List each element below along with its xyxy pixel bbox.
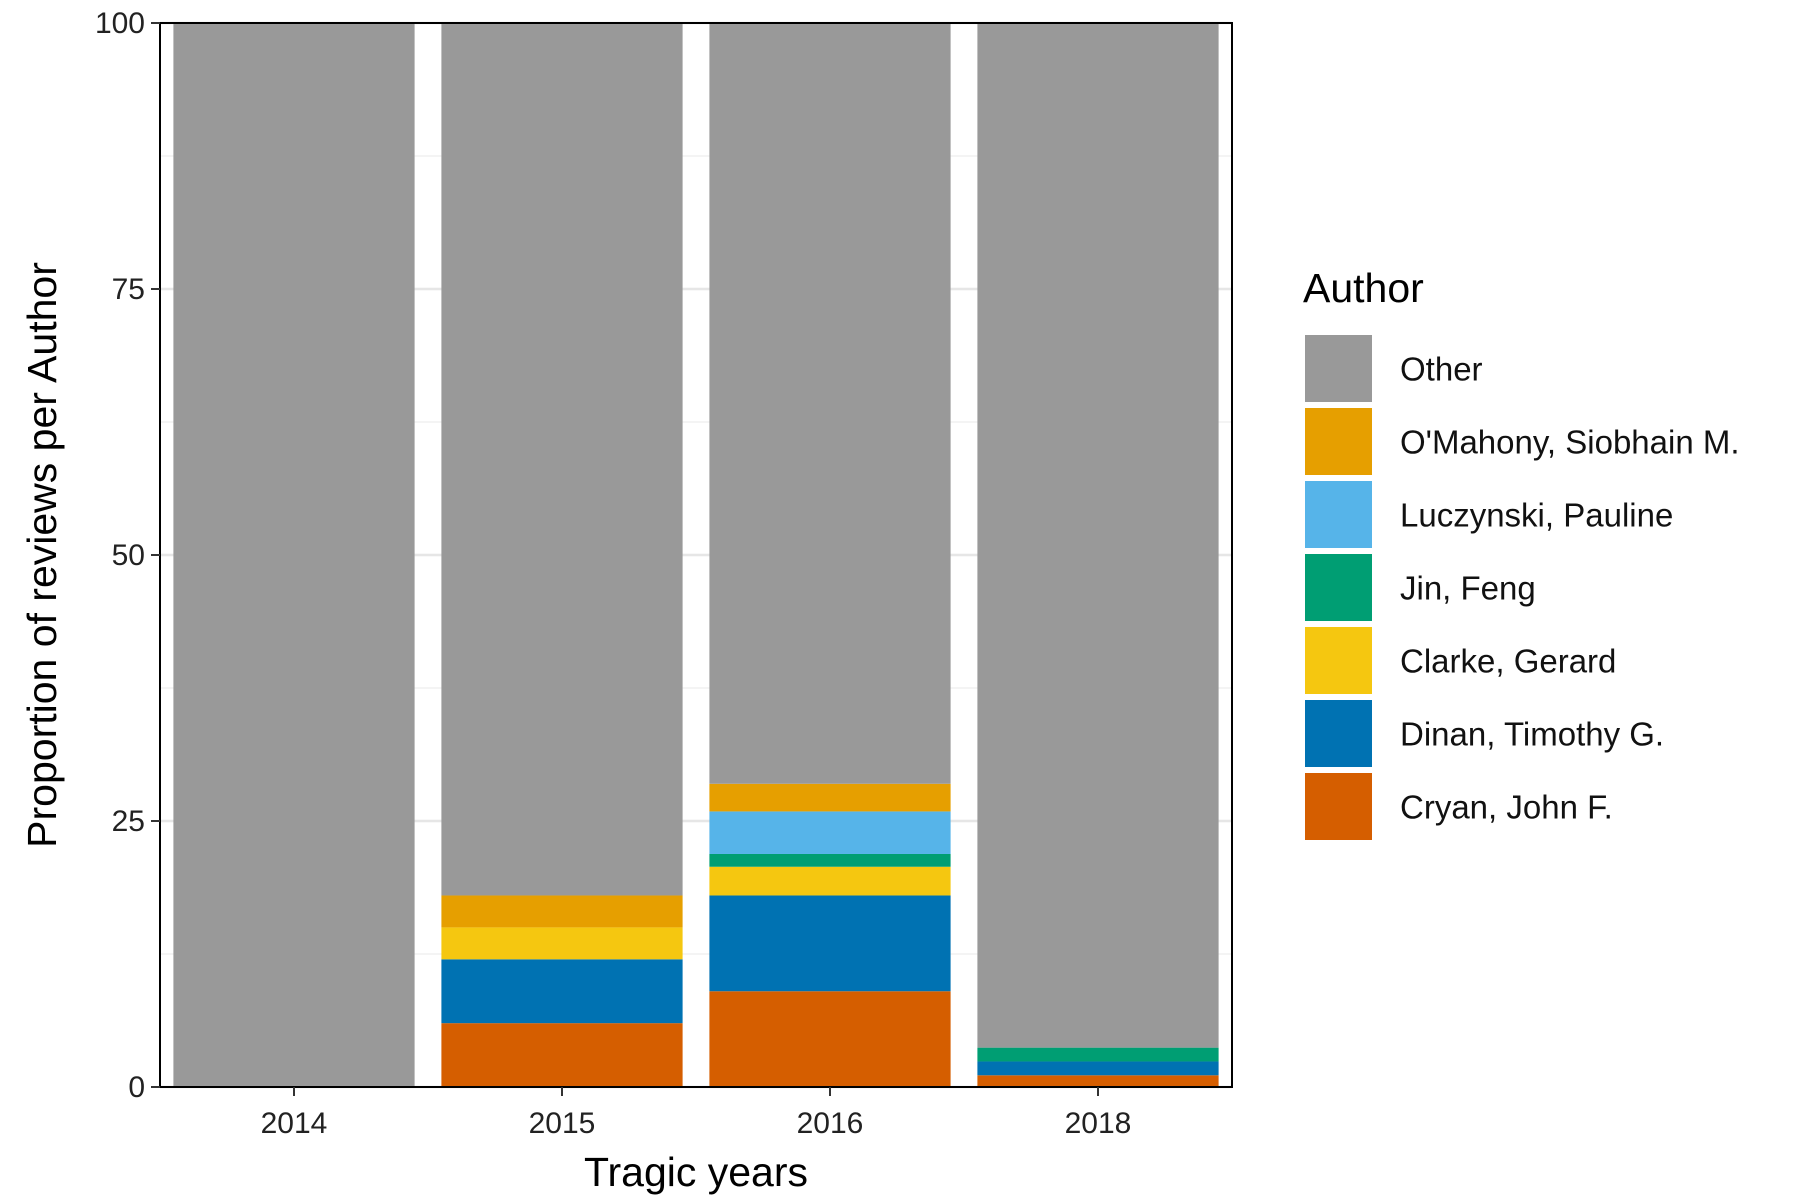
legend-label: Other — [1400, 351, 1483, 388]
bar-segment-2018-other — [977, 23, 1219, 1048]
y-tick-label: 25 — [112, 805, 145, 838]
legend-label: Dinan, Timothy G. — [1400, 716, 1664, 753]
legend-key-luczynski-pauline — [1305, 481, 1372, 548]
bar-segment-2016-o-mahony-siobhain-m- — [709, 783, 951, 812]
legend-key-dinan-timothy-g- — [1305, 700, 1372, 767]
bar-segment-2018-cryan-john-f- — [977, 1075, 1219, 1087]
bar-segment-2016-clarke-gerard — [709, 866, 951, 896]
bar-segment-2016-dinan-timothy-g- — [709, 895, 951, 992]
bar-segment-2015-dinan-timothy-g- — [441, 959, 683, 1024]
legend-key-clarke-gerard — [1305, 627, 1372, 694]
legend-label: Jin, Feng — [1400, 570, 1536, 607]
y-tick-label: 50 — [112, 539, 145, 572]
legend-key-jin-feng — [1305, 554, 1372, 621]
bar-segment-2014-other — [173, 23, 415, 1087]
legend-label: Cryan, John F. — [1400, 789, 1613, 826]
legend-key-other — [1305, 335, 1372, 402]
bar-segment-2016-other — [709, 23, 951, 784]
y-tick-label: 100 — [95, 7, 145, 40]
legend-items: Other O'Mahony, Siobhain M. Luczynski, Pau… — [1305, 335, 1740, 840]
x-tick-label: 2018 — [1065, 1107, 1132, 1140]
x-axis-title: Tragic years — [584, 1149, 808, 1195]
x-tick-label: 2015 — [529, 1107, 596, 1140]
x-axis: 2014 2015 2016 2018 — [261, 1087, 1132, 1140]
legend-key-o-mahony-siobhain-m- — [1305, 408, 1372, 475]
x-tick-label: 2014 — [261, 1107, 328, 1140]
legend-title: Author — [1303, 265, 1424, 311]
legend-key-cryan-john-f- — [1305, 773, 1372, 840]
y-axis: 0 25 50 75 100 — [95, 7, 160, 1104]
bar-segment-2015-cryan-john-f- — [441, 1023, 683, 1087]
y-tick-label: 0 — [128, 1071, 145, 1104]
bar-segment-2016-luczynski-pauline — [709, 811, 951, 854]
bar-segment-2015-clarke-gerard — [441, 927, 683, 960]
bar-segment-2016-cryan-john-f- — [709, 991, 951, 1087]
bar-segment-2016-jin-feng — [709, 853, 951, 867]
bar-segment-2018-jin-feng — [977, 1047, 1219, 1062]
legend-label: O'Mahony, Siobhain M. — [1400, 424, 1740, 461]
legend-label: Luczynski, Pauline — [1400, 497, 1673, 534]
bars — [173, 23, 1219, 1087]
bar-segment-2018-dinan-timothy-g- — [977, 1061, 1219, 1076]
x-tick-label: 2016 — [797, 1107, 864, 1140]
y-axis-title: Proportion of reviews per Author — [19, 262, 65, 848]
bar-segment-2015-o-mahony-siobhain-m- — [441, 895, 683, 928]
legend: Author Other O'Mahony, Siobhain M. Luczyns… — [1303, 265, 1740, 840]
y-tick-label: 75 — [112, 273, 145, 306]
bar-segment-2015-other — [441, 23, 683, 896]
legend-label: Clarke, Gerard — [1400, 643, 1616, 680]
